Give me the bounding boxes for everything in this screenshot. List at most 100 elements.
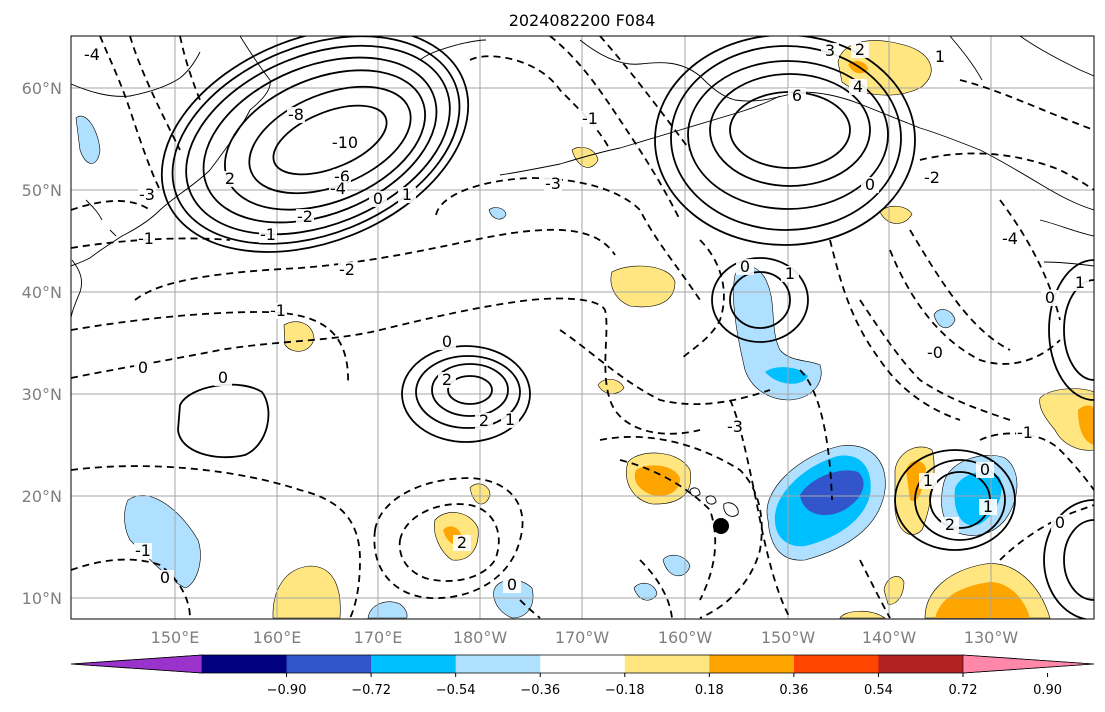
contour-label: 0	[373, 189, 383, 208]
colorbar-tick-label: −0.90	[267, 683, 307, 698]
dash-22	[889, 249, 1061, 365]
contour-label-bg	[296, 209, 314, 225]
colorbar-tick-label: 0.72	[949, 683, 978, 698]
dash-10	[179, 36, 201, 101]
dash-23	[909, 229, 1011, 351]
shade-blue-southwest	[124, 495, 201, 589]
high-east-ring-2	[709, 73, 871, 187]
shade-blue-12	[933, 309, 956, 328]
shade-yellow-1	[283, 321, 315, 352]
colorbar-extend-min	[70, 654, 203, 674]
lon-label: 150°W	[761, 628, 816, 647]
contour-label: -4	[330, 179, 346, 198]
contour-label: 0	[980, 460, 990, 479]
contour-label: -2	[924, 168, 940, 187]
dash-7	[469, 55, 611, 151]
contour-label-bg	[979, 499, 997, 515]
contour-label-bg	[336, 135, 354, 151]
dash-21	[859, 299, 1011, 421]
lon-label: 150°E	[151, 628, 200, 647]
contour-label: 1	[1075, 273, 1085, 292]
dash-2	[71, 237, 231, 249]
lon-label: 140°W	[862, 628, 917, 647]
high-east-ring-3	[687, 60, 889, 210]
colorbar: −0.90 −0.72 −0.54 −0.36 −0.18 0.18 0.36 0.54 0.7…	[70, 654, 1095, 698]
contour-label-bg	[287, 107, 305, 123]
dash-14	[71, 558, 191, 619]
contour-label: -1	[270, 301, 286, 320]
contour-label-bg	[501, 412, 519, 428]
contour-label: -1	[582, 109, 598, 128]
contour-label: 0	[442, 332, 452, 351]
shade-yellow-18	[839, 610, 886, 619]
shade-cyan-8	[765, 367, 808, 384]
contour-label-bg	[1041, 290, 1059, 306]
contour-label-bg	[941, 517, 959, 533]
contour-label-bg	[503, 577, 521, 593]
lat-label: 20°N	[22, 487, 62, 506]
dash-25	[959, 79, 1094, 131]
latitude-labels: 60°N 50°N 40°N 30°N 20°N 10°N	[22, 79, 62, 608]
colorbar-tick-label: −0.72	[351, 683, 391, 698]
contour-label: 2	[225, 169, 235, 188]
dash-34	[829, 239, 961, 421]
shade-yellow-6	[610, 265, 676, 308]
contour-label: -1	[135, 541, 151, 560]
graticule	[71, 36, 1094, 619]
dash-26	[919, 152, 1094, 191]
shade-darkblue-9	[800, 470, 864, 516]
contour-label-bg	[1051, 515, 1069, 531]
lat-label: 50°N	[22, 181, 62, 200]
high-central-ring-2	[431, 363, 509, 417]
lon-label: 180°W	[453, 628, 508, 647]
contour-label-bg	[369, 191, 387, 207]
contour-label: 0	[160, 568, 170, 587]
lon-label: 170°E	[354, 628, 403, 647]
contour-label: 0	[740, 257, 750, 276]
contour-label-bg	[931, 49, 949, 65]
colorbar-bin	[878, 655, 964, 673]
contour-label-bg	[851, 42, 869, 58]
dash-28	[999, 504, 1094, 561]
dash-24	[999, 199, 1061, 321]
contour-label: 1	[505, 410, 515, 429]
dash-3	[134, 228, 616, 301]
contour-label: 1	[935, 47, 945, 66]
dash-15	[373, 477, 524, 599]
high-central-ring-1	[447, 375, 493, 405]
lat-label: 60°N	[22, 79, 62, 98]
contour-label-bg	[475, 413, 493, 429]
dash-32	[559, 329, 771, 406]
contour-label: 6	[792, 86, 802, 105]
high-central-ring-4	[401, 345, 531, 443]
colorbar-bin	[202, 655, 288, 673]
dash-9	[129, 36, 181, 151]
contour-label: -0	[927, 343, 943, 362]
contour-label: -1	[260, 225, 276, 244]
shade-orange-17	[935, 582, 1030, 618]
colorbar-bin	[709, 655, 795, 673]
contour-label: 1	[785, 264, 795, 283]
shade-blue-8	[733, 266, 822, 401]
high-east-ring-5	[654, 36, 916, 246]
contour-label-bg	[438, 372, 456, 388]
lon-label: 130°W	[964, 628, 1019, 647]
contour-label-bg	[1071, 275, 1089, 291]
contour-label-bg	[259, 227, 277, 243]
dashed-contours	[71, 36, 1094, 619]
contour-label: -2	[297, 207, 313, 226]
contour-label-bg	[861, 177, 879, 193]
contour-label: 1	[983, 497, 993, 516]
colorbar-bin	[371, 655, 457, 673]
ring-mideast-2	[711, 257, 809, 343]
lat-label: 30°N	[22, 385, 62, 404]
shade-orange-15	[1078, 405, 1094, 445]
ring-fareast-1	[1063, 279, 1094, 381]
contour-label: 0	[1045, 288, 1055, 307]
contour-label-bg	[976, 462, 994, 478]
contour-label-bg	[788, 88, 806, 104]
dash-31	[519, 599, 541, 619]
high-central-ring-3	[415, 355, 521, 429]
dash-4	[71, 311, 349, 386]
contour-label: 4	[853, 77, 863, 96]
